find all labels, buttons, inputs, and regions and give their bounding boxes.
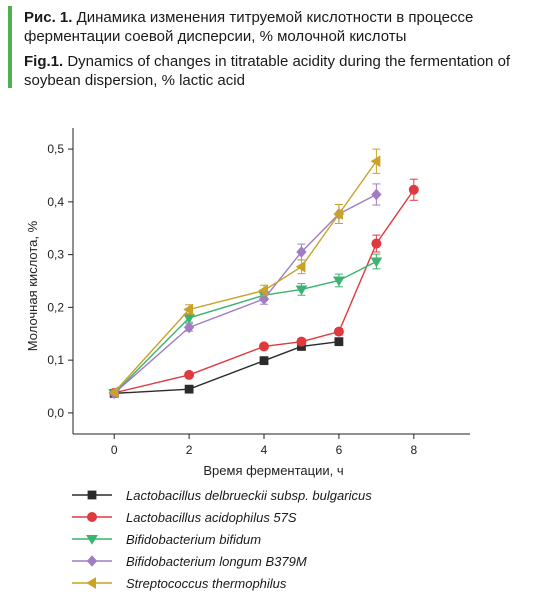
legend-swatch (72, 512, 112, 522)
series-line (113, 193, 377, 394)
legend-label: Streptococcus thermophilus (126, 575, 287, 591)
legend-swatch-marker (86, 577, 97, 589)
data-point (371, 188, 382, 201)
caption-russian: Рис. 1. Динамика изменения титруемой кис… (24, 8, 549, 46)
legend-item: Bifidobacterium longum B379M (70, 550, 372, 572)
line-chart: 0 2 4 6 8 0,0 0,1 0,2 0,3 0,4 0,5 Время ферментации… (25, 128, 470, 478)
legend-swatch (72, 555, 112, 567)
data-point (333, 208, 343, 220)
data-point (258, 293, 270, 305)
caption-english: Fig.1. Dynamics of changes in titratable… (24, 52, 549, 90)
legend-label: Lactobacillus acidophilus 57S (126, 509, 297, 525)
series-1 (109, 337, 344, 398)
legend-swatch-marker (87, 490, 97, 500)
data-point (370, 257, 383, 268)
legend-item: Streptococcus thermophilus (70, 572, 372, 594)
data-point (334, 337, 344, 347)
legend-item: Lactobacillus delbrueckii subsp. bulgari… (70, 484, 372, 506)
data-point (183, 321, 195, 334)
data-point (371, 238, 382, 249)
data-point (408, 184, 419, 195)
series-line (113, 260, 377, 394)
data-point (333, 326, 344, 337)
series-5 (108, 148, 381, 399)
y-tick-label: 0,3 (47, 248, 64, 262)
caption-english-text: Dynamics of changes in titratable acidit… (24, 53, 511, 89)
caption-russian-text: Динамика изменения титруемой кислотности… (24, 9, 474, 45)
legend-label: Bifidobacterium longum B379M (126, 553, 307, 569)
legend-item: Lactobacillus acidophilus 57S (70, 506, 372, 528)
data-point (108, 386, 119, 399)
accent-bar (8, 6, 12, 88)
y-tick-label: 0,5 (47, 142, 64, 156)
data-point (295, 285, 308, 296)
x-tick-label: 8 (410, 443, 417, 457)
legend-swatch (72, 535, 112, 545)
legend-swatch-marker (86, 555, 98, 567)
legend-swatch (72, 490, 112, 500)
legend-label: Lactobacillus delbrueckii subsp. bulgari… (126, 487, 372, 503)
data-point (183, 303, 194, 316)
data-point (333, 276, 345, 287)
legend-swatch-marker (86, 535, 98, 545)
legend-label: Bifidobacterium bifidum (126, 531, 262, 547)
data-point (258, 284, 269, 297)
caption-russian-prefix: Рис. 1. (24, 9, 73, 26)
x-tick-label: 2 (186, 443, 193, 457)
data-point (259, 341, 270, 352)
series-line (113, 160, 377, 393)
y-tick-label: 0,4 (47, 195, 64, 209)
legend-item: Bifidobacterium bifidum (70, 528, 372, 550)
chart-legend: Lactobacillus delbrueckii subsp. bulgari… (70, 484, 372, 594)
y-tick-label: 0,2 (47, 300, 64, 314)
y-tick-label: 0,1 (47, 353, 64, 367)
caption-english-prefix: Fig.1. (24, 53, 64, 70)
x-axis-label: Время ферментации, ч (203, 463, 343, 478)
data-point (259, 356, 269, 366)
data-point (296, 336, 307, 347)
y-tick-label: 0,0 (47, 406, 64, 420)
legend-swatch (72, 577, 112, 589)
y-axis-label: Молочная кислота, % (25, 220, 40, 351)
x-tick-label: 0 (111, 443, 118, 457)
data-point (184, 369, 195, 380)
data-point (184, 384, 194, 394)
data-point (295, 260, 306, 273)
series-2 (109, 178, 419, 398)
x-tick-label: 6 (336, 443, 343, 457)
legend-swatch-marker (86, 512, 97, 522)
data-point (296, 246, 307, 258)
data-point (370, 155, 381, 168)
x-tick-label: 4 (261, 443, 268, 457)
